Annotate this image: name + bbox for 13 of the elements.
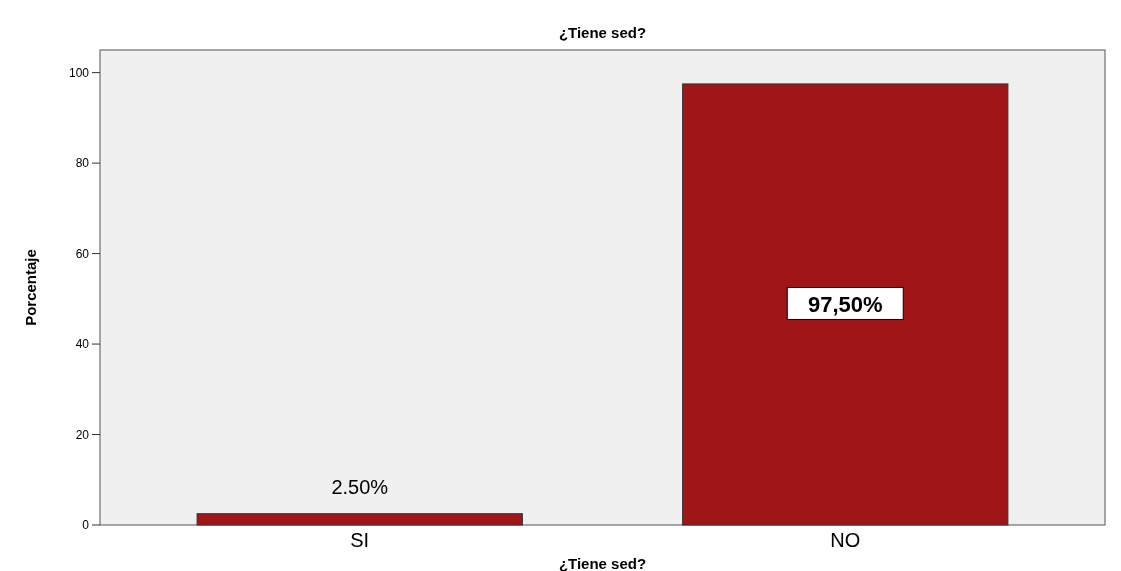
y-tick-label: 100 bbox=[68, 65, 90, 80]
y-tick-label: 20 bbox=[75, 427, 90, 442]
data-label: 97,50% bbox=[807, 292, 883, 318]
y-tick-label: 40 bbox=[75, 337, 90, 352]
chart-title: ¿Tiene sed? bbox=[558, 24, 647, 41]
y-tick-label: 0 bbox=[82, 518, 90, 532]
y-tick-label: 80 bbox=[75, 156, 90, 171]
data-label: 2.50% bbox=[331, 475, 389, 498]
y-axis-title: Porcentaje bbox=[22, 249, 39, 326]
x-tick-label: SI bbox=[350, 529, 370, 551]
x-tick-label: NO bbox=[830, 529, 861, 551]
y-tick-label: 60 bbox=[75, 246, 90, 261]
x-axis-title: ¿Tiene sed? bbox=[558, 555, 647, 571]
